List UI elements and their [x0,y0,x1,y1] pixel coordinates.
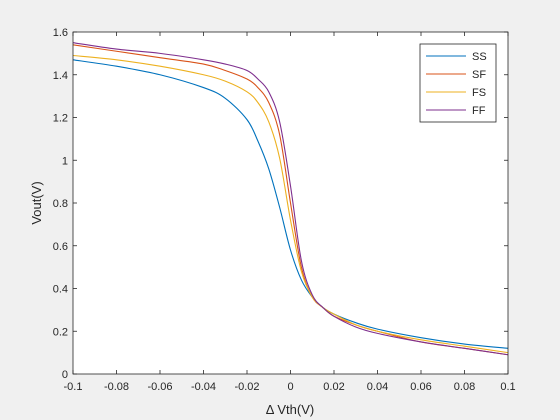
y-tick-label: 1.6 [53,27,68,39]
series-line-ss [72,59,509,349]
y-tick-label: 1.2 [53,113,68,125]
y-axis-label: Vout(V) [29,181,44,224]
y-tick-label: 1.4 [53,70,68,82]
legend: SS SF FS FF [419,43,497,123]
y-tick-label: 0.6 [53,241,68,253]
legend-box [419,43,497,123]
x-axis-label: Δ Vth(V) [266,402,314,417]
legend-label-sf: SF [472,69,486,81]
x-tick-label: 0.02 [323,381,344,393]
series-line-ff [72,42,509,356]
legend-label-fs: FS [472,87,486,99]
x-tick-label: -0.1 [64,381,83,393]
x-tick-label: 0.1 [500,381,515,393]
x-tick-label: -0.08 [104,381,129,393]
x-tick-label: 0 [287,381,293,393]
y-tick-label: 1 [62,155,68,167]
x-tick-label: 0.08 [454,381,475,393]
x-tick-label: -0.02 [234,381,259,393]
y-tick-label: 0.2 [53,326,68,338]
y-tick-label: 0.8 [53,198,68,210]
x-tick-label: -0.06 [147,381,172,393]
legend-label-ss: SS [472,51,487,63]
series-layer [72,42,509,356]
series-line-fs [72,54,509,354]
x-tick-label: -0.04 [191,381,216,393]
x-tick-label: 0.04 [367,381,388,393]
x-tick-label: 0.06 [410,381,431,393]
y-tick-label: 0 [62,369,68,381]
tick-layer: -0.1 -0.08 -0.06 -0.04 -0.02 0 0.02 0.04 0.06 0.0… [53,27,516,393]
legend-label-ff: FF [472,105,486,117]
y-tick-label: 0.4 [53,284,68,296]
